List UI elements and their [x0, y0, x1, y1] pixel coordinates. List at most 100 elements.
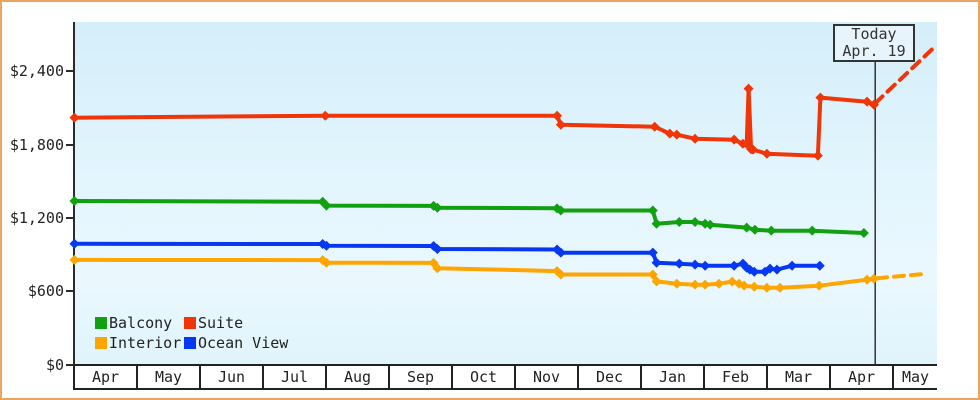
data-point-suite: [649, 121, 660, 132]
data-point-interior: [814, 280, 825, 291]
data-point-balcony: [807, 225, 818, 236]
series-suite: [69, 47, 934, 161]
legend-swatch-icon: [184, 317, 196, 329]
month-cell-aug-4: Aug: [327, 366, 390, 388]
month-cell-may-13: May: [894, 366, 937, 388]
data-point-interior: [868, 273, 879, 284]
y-tick-mark: [66, 143, 73, 146]
data-point-balcony: [749, 224, 760, 235]
data-point-interior: [555, 269, 566, 280]
data-point-suite: [815, 92, 826, 103]
data-point-ocean-view: [765, 263, 775, 274]
legend-entry-suite: Suite: [184, 313, 288, 333]
data-point-interior: [647, 269, 658, 280]
data-point-interior: [321, 257, 332, 268]
today-label: Today: [851, 25, 897, 43]
legend-label: Ocean View: [198, 334, 289, 352]
forecast-suite: [873, 47, 934, 106]
data-point-balcony: [69, 195, 80, 206]
month-cell-apr-0: Apr: [75, 366, 138, 388]
data-point-ocean-view: [69, 238, 80, 249]
data-point-balcony: [647, 205, 658, 216]
data-point-balcony: [705, 219, 716, 230]
y-axis-label: $600: [27, 282, 64, 301]
data-point-interior: [862, 274, 873, 285]
legend-label: Suite: [198, 314, 244, 332]
month-cell-may-1: May: [138, 366, 201, 388]
data-point-balcony: [858, 228, 869, 239]
data-point-suite: [743, 83, 754, 94]
legend-entry-balcony: Balcony: [95, 313, 184, 333]
data-point-suite: [812, 150, 823, 161]
today-annotation-box: Today Apr. 19: [833, 24, 915, 62]
legend-label: Balcony: [109, 314, 173, 332]
data-point-balcony: [690, 217, 701, 228]
data-point-interior: [700, 279, 711, 290]
data-point-ocean-view: [432, 244, 443, 255]
y-axis-label: $1,800: [9, 135, 64, 154]
data-point-ocean-view: [321, 240, 332, 251]
data-point-ocean-view: [814, 260, 825, 271]
data-point-ocean-view: [749, 266, 760, 277]
data-point-suite: [555, 119, 566, 130]
data-point-suite: [320, 110, 331, 121]
y-tick-mark: [66, 290, 73, 293]
legend-entry-interior: Interior: [95, 333, 184, 353]
legend: Balcony Suite Interior Ocean View: [95, 313, 288, 353]
data-point-suite: [69, 112, 80, 123]
legend-label: Interior: [109, 334, 182, 352]
data-point-balcony: [432, 202, 443, 213]
y-axis-label: $1,200: [9, 209, 64, 228]
y-axis-line: [73, 22, 75, 366]
month-cell-dec-8: Dec: [579, 366, 642, 388]
series-ocean-view: [69, 238, 825, 277]
forecast-interior: [875, 271, 930, 281]
month-cell-oct-6: Oct: [453, 366, 516, 388]
data-point-ocean-view: [647, 247, 658, 258]
today-date: Apr. 19: [842, 42, 906, 60]
data-point-suite: [761, 148, 772, 159]
data-point-suite: [552, 110, 563, 121]
data-point-interior: [690, 279, 701, 290]
x-axis-month-row: Apr May Jun Jul Aug Sep Oct Nov Dec Jan Feb Mar Apr M…: [73, 364, 937, 390]
data-point-balcony: [555, 205, 566, 216]
data-point-interior: [713, 278, 724, 289]
data-point-suite: [729, 134, 740, 145]
legend-swatch-icon: [95, 337, 107, 349]
data-point-ocean-view: [555, 247, 566, 258]
data-point-interior: [761, 282, 772, 293]
month-cell-jul-3: Jul: [264, 366, 327, 388]
y-axis-label: $0: [45, 355, 64, 374]
y-axis-label: $2,400: [9, 62, 64, 81]
month-cell-jan-9: Jan: [642, 366, 705, 388]
data-point-balcony: [674, 217, 685, 228]
y-tick-mark: [66, 70, 73, 73]
legend-entry-ocean-view: Ocean View: [184, 333, 288, 353]
data-point-interior: [651, 276, 662, 287]
series-balcony: [69, 195, 869, 239]
legend-swatch-icon: [95, 317, 107, 329]
data-point-interior: [775, 282, 786, 293]
data-point-interior: [69, 254, 80, 265]
data-point-ocean-view: [729, 260, 740, 271]
month-cell-feb-10: Feb: [705, 366, 768, 388]
data-point-suite: [690, 133, 701, 144]
data-point-interior: [739, 280, 750, 291]
data-point-ocean-view: [690, 259, 701, 270]
month-cell-nov-7: Nov: [516, 366, 579, 388]
data-point-balcony: [651, 218, 662, 229]
data-point-interior: [432, 263, 443, 274]
series-interior: [69, 254, 930, 293]
data-point-suite: [664, 128, 675, 139]
data-point-suite: [671, 129, 682, 140]
data-point-ocean-view: [651, 257, 662, 268]
data-point-suite: [747, 144, 758, 155]
y-tick-mark: [66, 217, 73, 220]
data-point-balcony: [766, 225, 777, 236]
month-cell-mar-11: Mar: [768, 366, 831, 388]
month-cell-apr-12: Apr: [831, 366, 894, 388]
data-point-balcony: [741, 222, 752, 233]
data-point-ocean-view: [787, 260, 798, 271]
